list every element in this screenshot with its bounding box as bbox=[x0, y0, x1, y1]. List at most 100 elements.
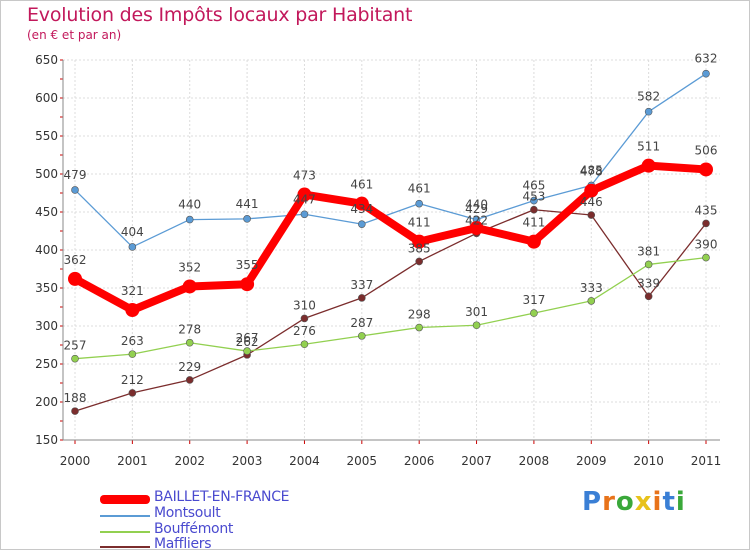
y-tick-label: 150 bbox=[35, 433, 58, 447]
data-label: 262 bbox=[236, 335, 259, 349]
data-point bbox=[644, 260, 653, 269]
data-label: 440 bbox=[465, 198, 488, 212]
logo-letter: t bbox=[662, 487, 676, 517]
data-label: 461 bbox=[408, 182, 431, 196]
legend-label: Maffliers bbox=[154, 536, 212, 552]
data-label: 321 bbox=[121, 284, 144, 298]
data-label: 337 bbox=[350, 278, 373, 292]
data-point bbox=[530, 205, 538, 214]
data-point bbox=[182, 279, 197, 294]
data-point bbox=[702, 253, 710, 262]
data-label: 333 bbox=[580, 281, 603, 295]
x-tick-label: 2009 bbox=[576, 454, 607, 468]
y-tick-label: 500 bbox=[35, 167, 58, 181]
data-label: 506 bbox=[695, 143, 718, 157]
data-label: 441 bbox=[236, 197, 259, 211]
data-label: 390 bbox=[695, 238, 718, 252]
legend-label: Montsoult bbox=[154, 505, 221, 521]
data-label: 465 bbox=[522, 179, 545, 193]
data-point bbox=[354, 196, 369, 211]
legend-label: Bouffémont bbox=[154, 521, 234, 537]
legend-swatch bbox=[100, 495, 150, 504]
data-point bbox=[472, 321, 481, 330]
data-label: 434 bbox=[350, 202, 373, 216]
logo-letter: r bbox=[602, 487, 616, 517]
data-label: 440 bbox=[178, 198, 201, 212]
logo-letter: o bbox=[615, 487, 635, 517]
x-tick-label: 2000 bbox=[60, 454, 91, 468]
data-point bbox=[358, 332, 366, 340]
data-label: 478 bbox=[580, 165, 603, 179]
data-label: 435 bbox=[695, 203, 718, 217]
data-point bbox=[125, 303, 140, 318]
x-tick-label: 2010 bbox=[633, 454, 664, 468]
data-point bbox=[412, 234, 427, 249]
series-line-montsoult bbox=[74, 73, 707, 248]
data-label: 257 bbox=[64, 339, 87, 353]
data-label: 404 bbox=[121, 225, 144, 239]
x-tick-label: 2007 bbox=[461, 454, 492, 468]
proxiti-logo: Proxiti bbox=[582, 487, 686, 517]
data-label: 339 bbox=[637, 276, 660, 290]
data-label: 632 bbox=[695, 52, 718, 66]
data-point bbox=[128, 243, 137, 251]
legend-label: BAILLET-EN-FRANCE bbox=[154, 489, 290, 505]
x-tick-label: 2008 bbox=[519, 454, 550, 468]
data-label: 310 bbox=[293, 298, 316, 312]
data-label: 317 bbox=[522, 293, 545, 307]
data-point bbox=[297, 187, 312, 202]
legend-swatch bbox=[100, 546, 150, 548]
data-label: 381 bbox=[637, 244, 660, 258]
data-label: 411 bbox=[408, 216, 431, 230]
x-tick-label: 2003 bbox=[232, 454, 263, 468]
logo-letter: i bbox=[675, 487, 686, 517]
data-point bbox=[699, 162, 713, 177]
legend-swatch bbox=[100, 515, 150, 517]
data-point bbox=[358, 220, 366, 228]
y-tick-label: 450 bbox=[35, 205, 58, 219]
data-label: 267 bbox=[236, 331, 259, 345]
chart-subtitle: (en € et par an) bbox=[27, 28, 122, 42]
data-point bbox=[300, 314, 309, 323]
data-label: 229 bbox=[178, 360, 201, 374]
data-label: 212 bbox=[121, 373, 144, 387]
x-tick-label: 2006 bbox=[404, 454, 435, 468]
data-label: 446 bbox=[580, 195, 603, 209]
y-tick-label: 250 bbox=[35, 357, 58, 371]
series-line-maffliers bbox=[74, 209, 707, 412]
y-tick-label: 650 bbox=[35, 53, 58, 67]
x-tick-label: 2001 bbox=[117, 454, 148, 468]
data-point bbox=[300, 340, 309, 349]
data-point bbox=[300, 210, 309, 219]
data-point bbox=[587, 297, 596, 305]
data-label: 411 bbox=[522, 216, 545, 230]
data-point bbox=[526, 234, 541, 249]
data-point bbox=[530, 309, 538, 317]
data-label: 473 bbox=[293, 169, 316, 183]
data-label: 287 bbox=[350, 316, 373, 330]
data-point bbox=[415, 257, 423, 266]
data-point bbox=[644, 292, 653, 301]
logo-letter: x bbox=[634, 487, 653, 517]
data-label: 479 bbox=[64, 168, 87, 182]
y-tick-label: 550 bbox=[35, 129, 58, 143]
data-point bbox=[644, 107, 653, 116]
data-point bbox=[185, 215, 194, 224]
data-label: 385 bbox=[408, 241, 431, 255]
data-point bbox=[469, 220, 484, 235]
data-point bbox=[415, 199, 423, 208]
data-point bbox=[185, 338, 194, 347]
data-point bbox=[240, 277, 255, 292]
data-label: 276 bbox=[293, 324, 316, 338]
data-label: 485 bbox=[580, 163, 603, 177]
data-point bbox=[71, 186, 79, 194]
data-point bbox=[584, 183, 599, 198]
data-point bbox=[243, 347, 251, 355]
y-tick-label: 400 bbox=[35, 243, 58, 257]
y-tick-label: 300 bbox=[35, 319, 58, 333]
data-label: 301 bbox=[465, 305, 488, 319]
data-point bbox=[185, 376, 194, 384]
data-point bbox=[68, 271, 82, 286]
data-label: 582 bbox=[637, 90, 660, 104]
